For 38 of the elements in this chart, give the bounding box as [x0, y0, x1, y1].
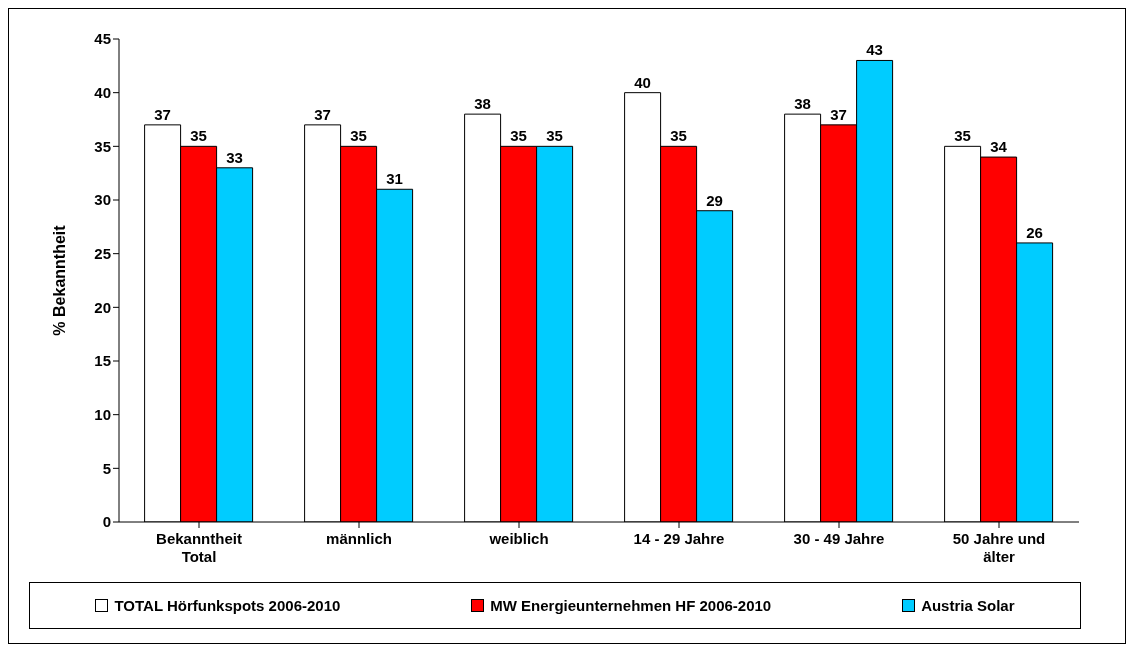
- x-tick-label: männlich: [326, 530, 392, 547]
- data-label: 29: [706, 191, 723, 209]
- y-tick-label: 5: [102, 459, 111, 477]
- data-label: 37: [830, 105, 847, 123]
- y-tick-label: 25: [94, 244, 111, 262]
- x-tick-label: Bekanntheit Total: [156, 530, 242, 565]
- legend-label: MW Energieunternehmen HF 2006-2010: [490, 597, 772, 614]
- y-tick-label: 35: [94, 137, 111, 155]
- y-tick-label: 15: [94, 352, 111, 370]
- x-tick-label: weiblich: [488, 530, 549, 547]
- data-label: 38: [794, 95, 811, 113]
- x-tick-label: 30 - 49 Jahre: [793, 530, 885, 547]
- y-tick-label: 40: [94, 83, 111, 101]
- data-label: 38: [474, 95, 491, 113]
- legend-label: Austria Solar: [921, 597, 1015, 614]
- data-label: 35: [954, 127, 971, 145]
- x-tick-label: 14 - 29 Jahre: [633, 530, 725, 547]
- legend-label: TOTAL Hörfunkspots 2006-2010: [114, 597, 341, 614]
- data-label: 37: [154, 105, 171, 123]
- data-label: 26: [1026, 223, 1043, 241]
- data-label: 43: [866, 41, 883, 59]
- y-tick-label: 0: [102, 513, 111, 531]
- data-label: 35: [546, 127, 563, 145]
- y-tick-label: 10: [94, 405, 111, 423]
- data-label: 31: [386, 170, 403, 188]
- data-label: 35: [350, 127, 367, 145]
- y-tick-label: 20: [94, 298, 111, 316]
- x-tick-label: 50 Jahre und älter: [952, 530, 1046, 565]
- data-label: 33: [226, 148, 243, 166]
- y-tick-label: 30: [94, 191, 111, 209]
- data-label: 34: [990, 138, 1008, 156]
- data-label: 35: [670, 127, 687, 145]
- data-label: 35: [190, 127, 207, 145]
- data-label: 40: [634, 73, 651, 91]
- y-axis-title: % Bekanntheit: [50, 224, 68, 336]
- data-label: 35: [510, 127, 527, 145]
- y-tick-label: 45: [94, 30, 111, 48]
- data-label: 37: [314, 105, 331, 123]
